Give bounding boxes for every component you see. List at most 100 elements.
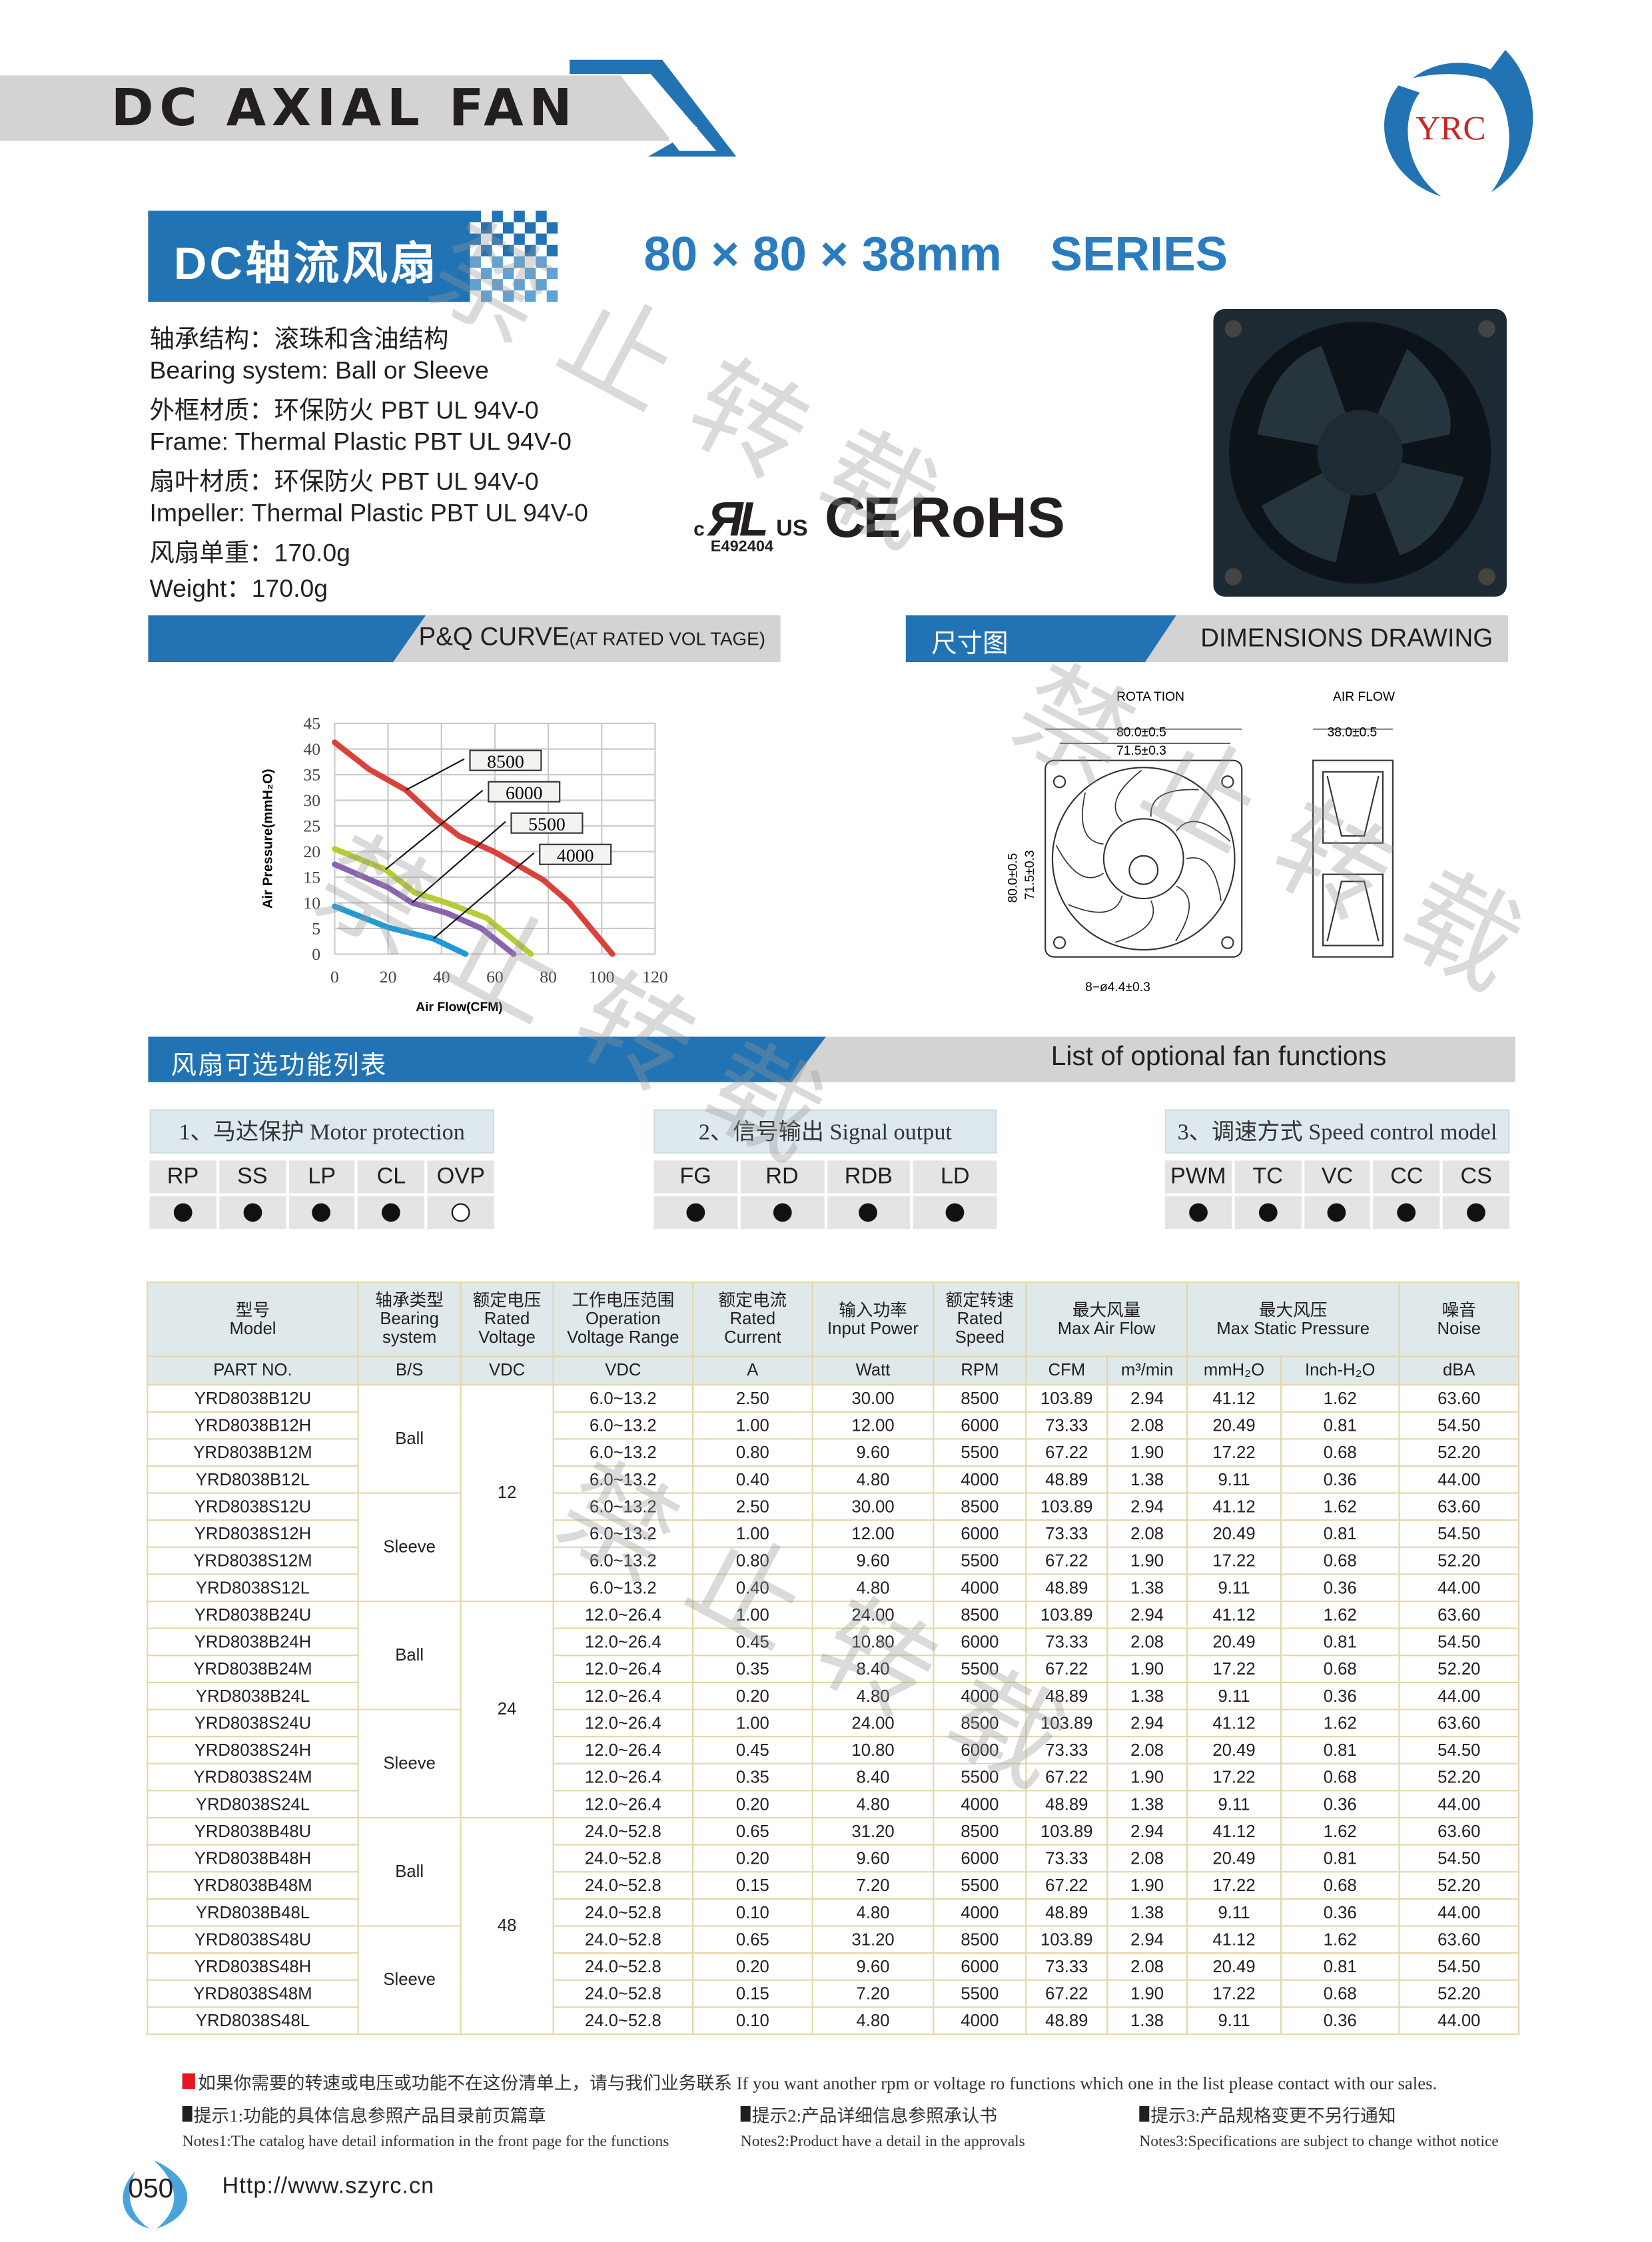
spec-line: Impeller: Thermal Plastic PBT UL 94V-0 [149, 498, 588, 528]
table-cell: 0.68 [1280, 1655, 1400, 1683]
checker-cell [514, 279, 525, 291]
table-row: YRD8038B48U Ball 48 24.0~52.8 0.65 31.20 8500 1… [147, 1816, 1520, 2036]
table-cell: YRD8038B12M [147, 1438, 359, 1467]
checker-cell [514, 233, 525, 245]
y-tick-label: 10 [303, 893, 320, 913]
table-cell: 73.33 [1025, 1736, 1108, 1764]
table-cell: 1.90 [1106, 1438, 1188, 1467]
function-code: OVP [427, 1160, 494, 1194]
function-code: RD [740, 1160, 824, 1194]
table-cell: 5500 [933, 1438, 1027, 1467]
header-band [0, 75, 669, 141]
header-line: Input Power [827, 1317, 919, 1338]
table-cell: 103.89 [1025, 1708, 1108, 1738]
table-cell: YRD8038S24H [147, 1736, 359, 1764]
table-cell: 24.0~52.8 [552, 2006, 694, 2036]
table-cell: 2.94 [1106, 1925, 1188, 1954]
table-cell: 5500 [933, 1546, 1027, 1575]
y-tick-label: 15 [303, 867, 320, 887]
function-mark-cell [1373, 1196, 1440, 1230]
table-cell: 48.89 [1025, 2006, 1108, 2036]
header-line: 噪音 [1442, 1299, 1476, 1319]
table-cell: 41.12 [1186, 1925, 1282, 1954]
table-cell: 67.22 [1025, 1546, 1108, 1575]
checker-cell [480, 244, 492, 256]
checker-cell [502, 267, 514, 280]
table-cell: 12.00 [811, 1411, 935, 1440]
callout-box [539, 843, 612, 865]
checker-cell [524, 222, 536, 234]
table-cell: 12.0~26.4 [552, 1655, 694, 1683]
table-cell: 63.60 [1398, 1492, 1520, 1521]
unit-header: A [692, 1355, 813, 1386]
function-code: LP [288, 1160, 356, 1194]
series-label: 8500 [487, 751, 524, 772]
function-code: TC [1234, 1160, 1302, 1194]
website-url[interactable]: Http://www.szyrc.cn [222, 2174, 435, 2199]
table-cell: 0.35 [692, 1762, 813, 1792]
header-line: 额定电流 [718, 1290, 787, 1310]
callout-arrow [405, 758, 465, 791]
header-line: 型号 [235, 1299, 270, 1319]
table-cell: 20.49 [1186, 1411, 1282, 1440]
table-cell: 1.38 [1106, 1465, 1188, 1494]
unit-header: VDC [552, 1355, 694, 1386]
product-cn-title: DC轴流风扇 [148, 210, 470, 302]
table-cell: 0.80 [692, 1546, 813, 1575]
filled-circle-icon [1258, 1203, 1278, 1222]
dimension-drawing: ROTA TION AIR FLOW 80.0±0.5 71.5±0.3 80.… [1006, 690, 1395, 994]
table-cell: 48.89 [1025, 1681, 1108, 1710]
ce-mark: CE [824, 487, 901, 550]
table-cell: 1.62 [1280, 1600, 1400, 1629]
filled-circle-icon [859, 1203, 878, 1222]
y-axis-label: Air Pressure(mmH₂O) [260, 769, 275, 909]
table-cell: 20.49 [1186, 1519, 1282, 1548]
checker-cell [492, 256, 503, 268]
table-cell: 8.40 [811, 1655, 935, 1683]
checker-cell [546, 244, 558, 256]
function-mark-cell [1164, 1196, 1232, 1230]
table-cell: 2.94 [1106, 1492, 1188, 1521]
table-cell: 17.22 [1186, 1546, 1282, 1575]
table-cell: YRD8038S12U [147, 1492, 359, 1521]
table-cell: 103.89 [1025, 1492, 1108, 1521]
header-line: Rated [729, 1308, 776, 1329]
header-title: DC AXIAL FAN [111, 79, 578, 139]
svg-text:US: US [776, 516, 808, 541]
y-tick-label: 35 [303, 765, 320, 785]
table-cell: 8.40 [811, 1762, 935, 1792]
header-line: 最大风量 [1072, 1299, 1141, 1319]
table-cell: 12.0~26.4 [552, 1627, 694, 1657]
table-cell: 0.20 [692, 1952, 813, 1981]
function-mark-cell [288, 1196, 356, 1230]
width-outer: 80.0±0.5 [1116, 725, 1166, 739]
table-cell: 6.0~13.2 [552, 1465, 694, 1494]
table-cell: 0.20 [692, 1844, 813, 1873]
y-tick-label: 45 [303, 714, 320, 733]
fan-blade [1176, 821, 1231, 842]
header-line: Rated [957, 1308, 1003, 1329]
table-cell: 67.22 [1025, 1979, 1108, 2008]
table-cell: 63.60 [1398, 1600, 1520, 1629]
unit-header: Watt [811, 1355, 935, 1386]
table-cell: 1.90 [1106, 1871, 1188, 1900]
table-cell: 54.50 [1398, 1411, 1520, 1440]
table-cell: 0.68 [1280, 1762, 1400, 1792]
table-cell: 6.0~13.2 [552, 1492, 694, 1521]
function-mark-cell [1443, 1196, 1510, 1230]
function-marks [1164, 1196, 1510, 1230]
table-cell: 0.81 [1280, 1519, 1400, 1548]
table-cell: 9.60 [811, 1438, 935, 1467]
header-line: Max Air Flow [1057, 1317, 1156, 1338]
svg-text:c: c [693, 518, 705, 540]
function-group-label: 1、马达保护 Motor protection [149, 1109, 494, 1154]
spec-line: 外框材质：环保防火 PBT UL 94V-0 [149, 396, 539, 425]
product-series: 80 × 80 × 38mm SERIES [643, 228, 1228, 283]
table-row: YRD8038B48M 24.0~52.8 0.15 7.20 5500 67.22 1.9… [147, 1871, 1520, 1900]
callout-box [488, 781, 561, 803]
table-cell: 1.38 [1106, 1573, 1188, 1603]
filled-circle-icon [173, 1203, 193, 1222]
height-outer: 80.0±0.5 [1006, 853, 1020, 903]
y-tick-label: 25 [303, 817, 320, 836]
table-cell: 0.81 [1280, 1736, 1400, 1764]
